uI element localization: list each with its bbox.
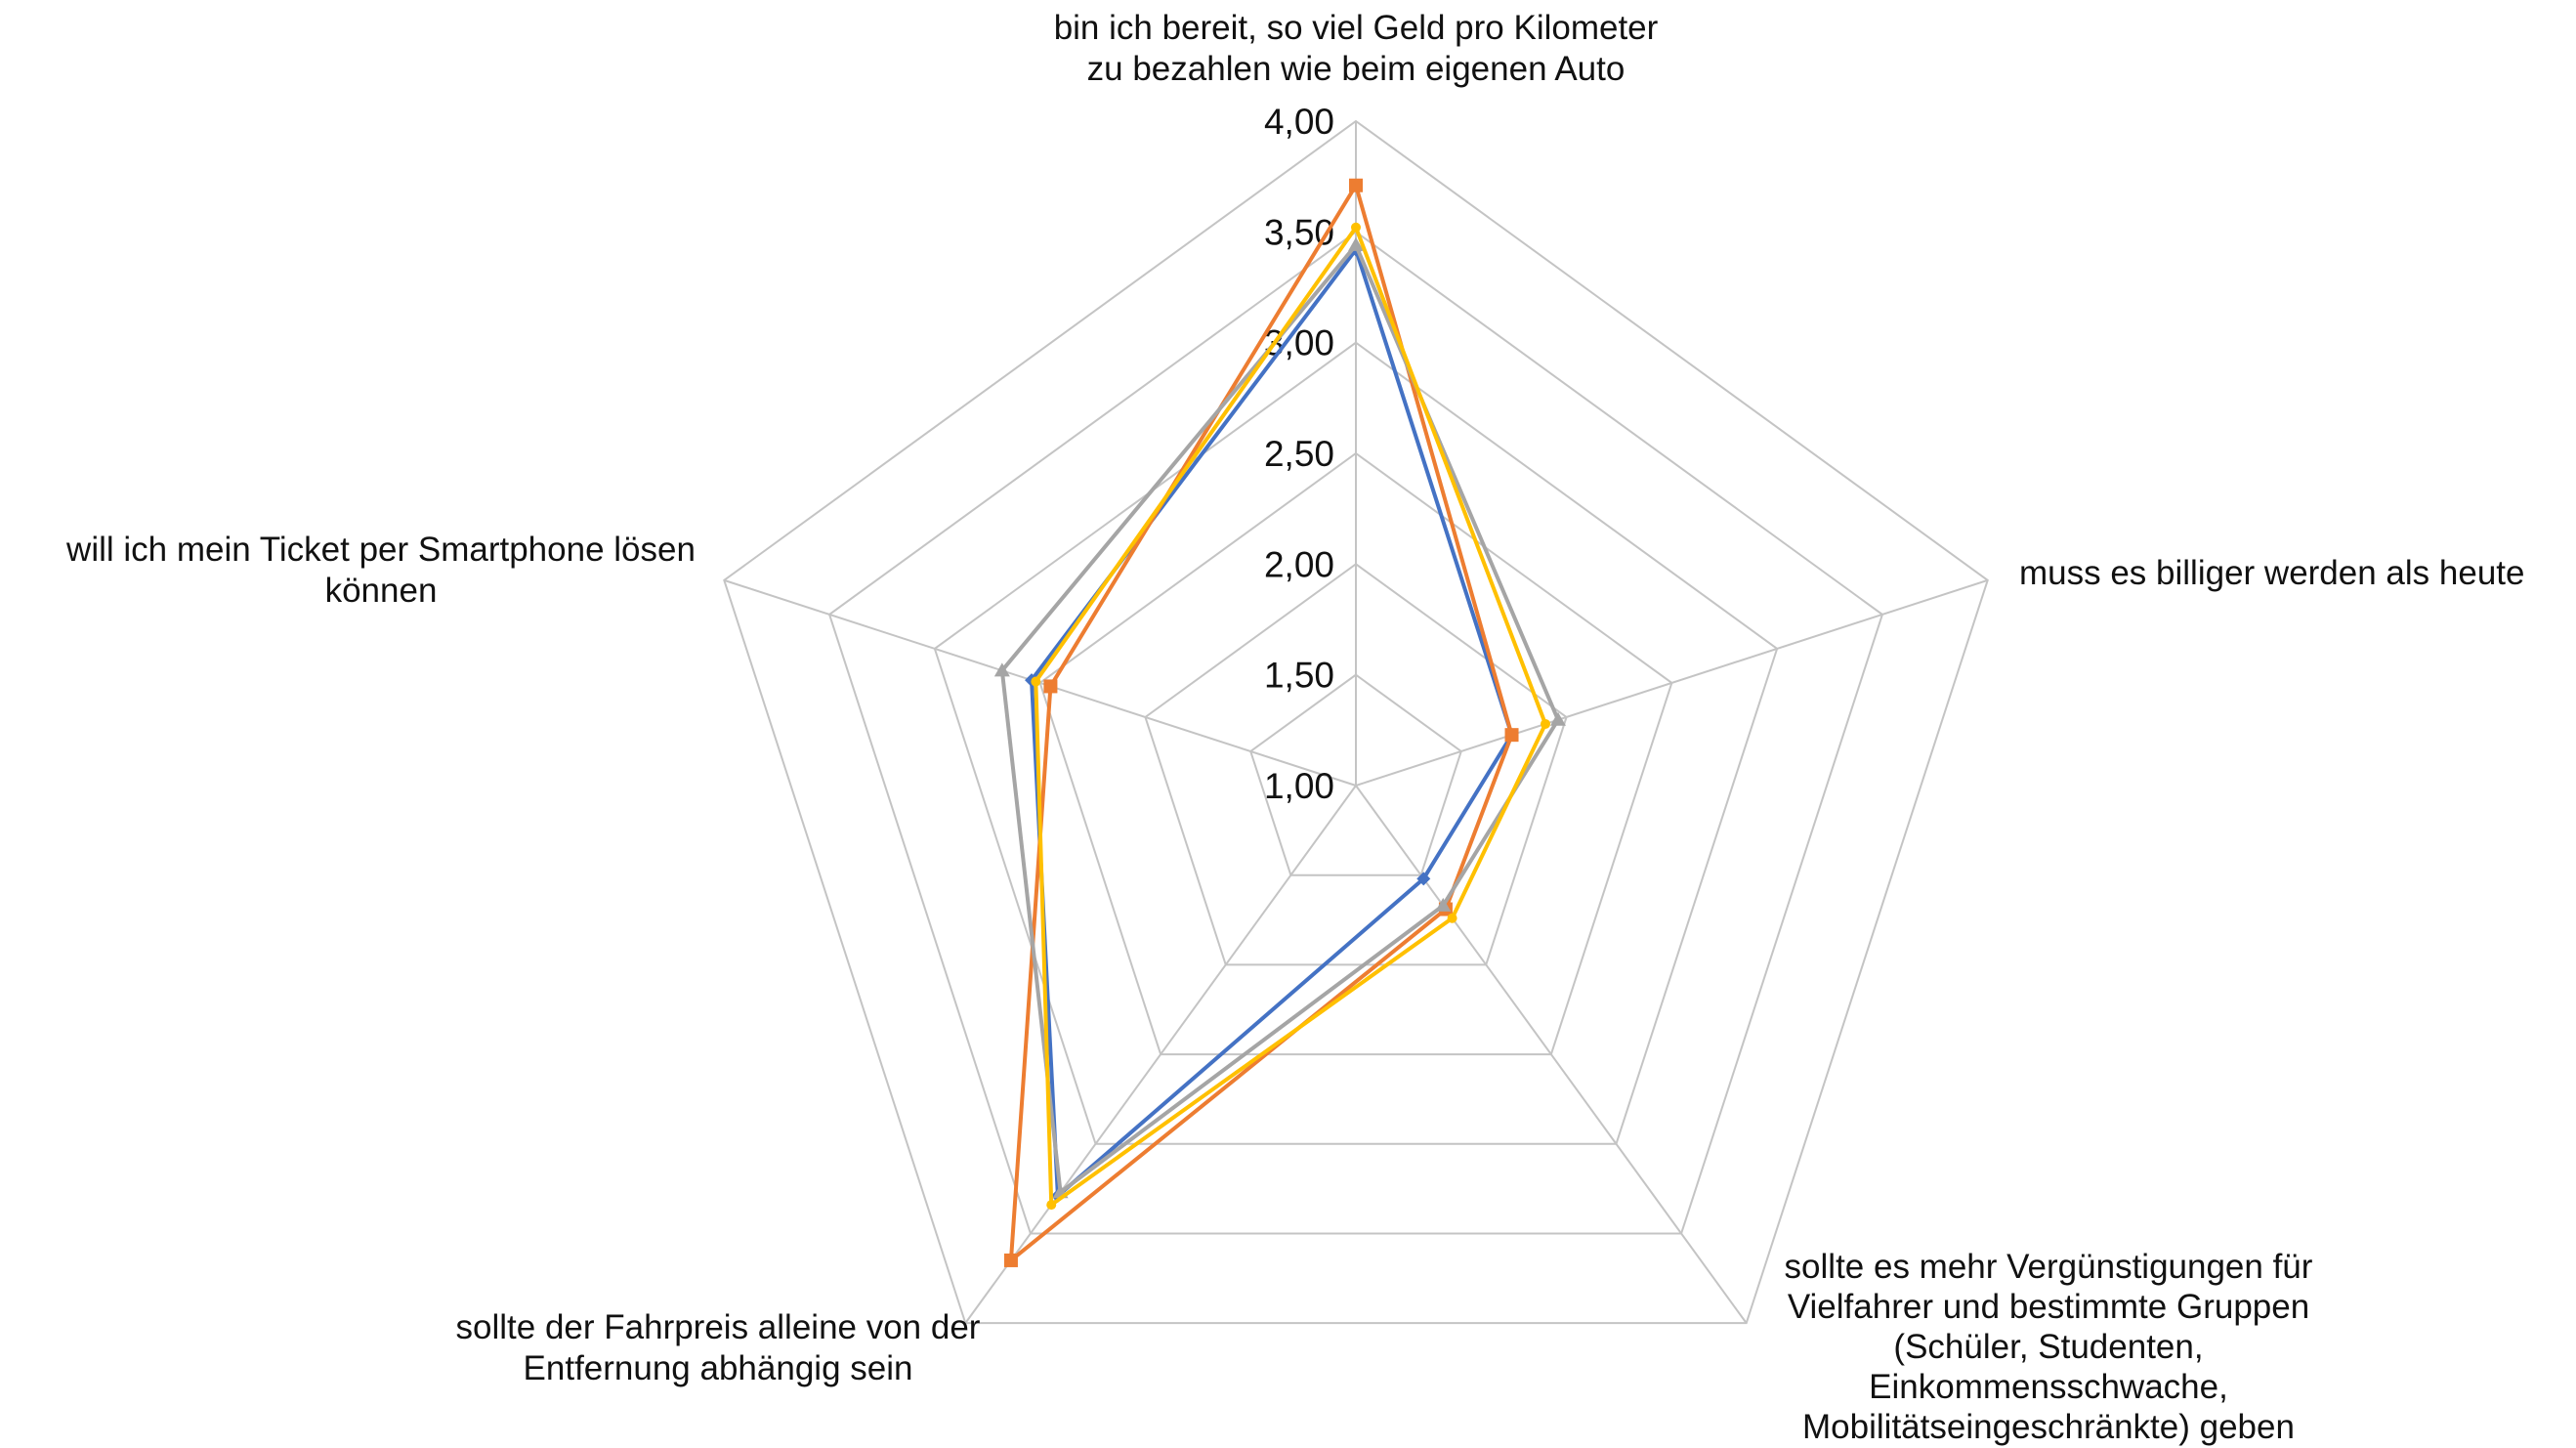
axis-label-line: (Schüler, Studenten,	[1893, 1328, 2203, 1366]
axis-spoke	[964, 785, 1357, 1324]
data-point	[1435, 897, 1452, 912]
axis-label-line: sollte der Fahrpreis alleine von der	[456, 1308, 981, 1346]
axis-label: bin ich bereit, so viel Geld pro Kilomet…	[1054, 9, 1659, 88]
axis-label-line: bin ich bereit, so viel Geld pro Kilomet…	[1054, 9, 1659, 47]
grid-ring	[933, 341, 1779, 1145]
data-point	[1043, 679, 1058, 694]
data-point	[1504, 728, 1519, 743]
axis-label-line: Entfernung abhängig sein	[524, 1349, 913, 1387]
data-point	[1046, 1200, 1057, 1211]
series-line	[1008, 183, 1514, 1262]
axis-label-line: Vielfahrer und bestimmte Gruppen	[1788, 1288, 2309, 1326]
grid-ring	[1249, 673, 1462, 876]
data-point	[1003, 1253, 1018, 1267]
axis-label-line: muss es billiger werden als heute	[2019, 554, 2524, 592]
radial-tick-labels: 1,001,502,002,503,003,504,00	[1264, 102, 1334, 806]
axis-label-line: können	[325, 572, 438, 610]
axis-labels: bin ich bereit, so viel Geld pro Kilomet…	[65, 9, 2524, 1446]
tick-label: 3,50	[1264, 212, 1334, 252]
data-point	[1349, 178, 1363, 192]
radar-grid	[723, 119, 1989, 1325]
axis-label-line: Einkommensschwache,	[1869, 1368, 2228, 1406]
series-line	[999, 242, 1560, 1195]
data-series	[993, 178, 1566, 1267]
series-line	[1034, 225, 1548, 1208]
axis-label-line: will ich mein Ticket per Smartphone löse…	[65, 531, 696, 569]
grid-ring	[1038, 451, 1673, 1056]
axis-spoke	[1355, 578, 1989, 787]
axis-label: muss es billiger werden als heute	[2019, 554, 2524, 592]
axis-label: will ich mein Ticket per Smartphone löse…	[65, 531, 696, 610]
axis-label-line: zu bezahlen wie beim eigenen Auto	[1087, 50, 1626, 88]
tick-label: 2,00	[1264, 544, 1334, 584]
tick-label: 4,00	[1264, 102, 1334, 142]
data-point	[1351, 222, 1361, 233]
axis-label: sollte der Fahrpreis alleine von der Entf…	[456, 1308, 981, 1387]
tick-label: 1,50	[1264, 656, 1334, 696]
data-point	[1416, 872, 1431, 886]
axis-label-line: sollte es mehr Vergünstigungen für	[1785, 1248, 2313, 1286]
tick-label: 1,00	[1264, 766, 1334, 806]
data-point	[993, 662, 1010, 677]
data-point	[1348, 236, 1364, 251]
data-point	[1447, 913, 1457, 923]
axis-label-line: Mobilitätseingeschränkte) geben	[1802, 1408, 2295, 1446]
data-point	[1031, 676, 1041, 687]
tick-label: 2,50	[1264, 434, 1334, 474]
axis-label: sollte es mehr Vergünstigungen für Vielfa…	[1785, 1248, 2313, 1446]
grid-ring	[827, 231, 1884, 1235]
grid-ring	[723, 119, 1989, 1325]
data-point	[1541, 718, 1551, 729]
data-point	[1549, 711, 1566, 726]
